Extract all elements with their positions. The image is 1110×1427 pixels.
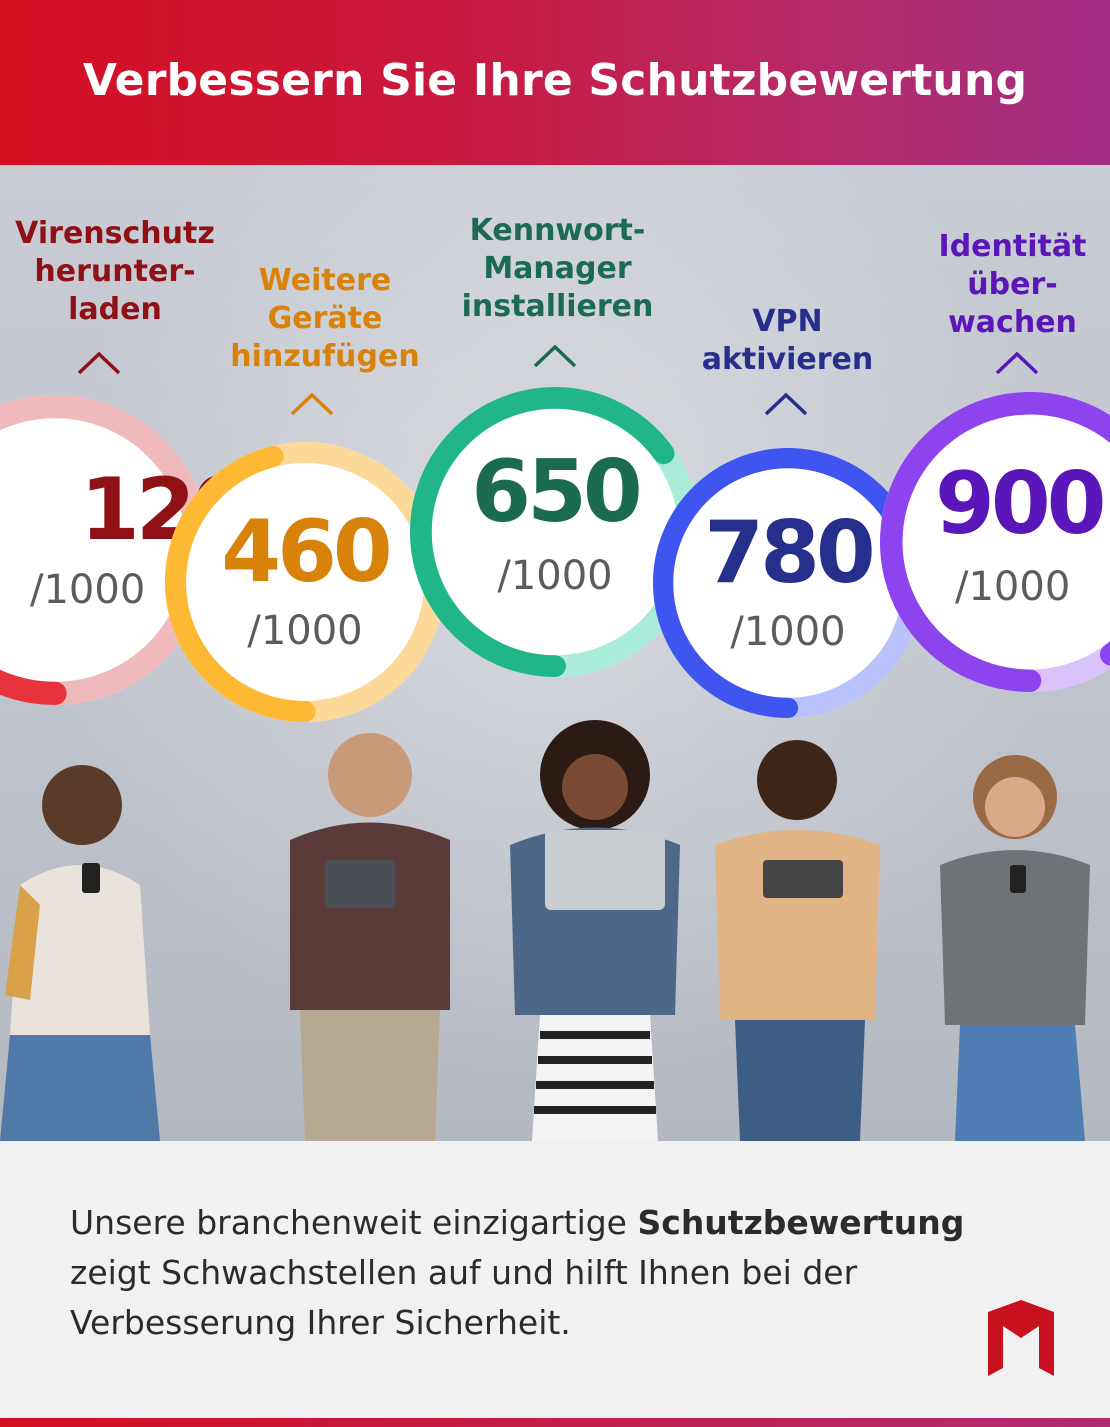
gauge-progress-arc (165, 442, 445, 722)
score-value: 900 (935, 454, 1107, 554)
step-label-identity: Identität über- wachen (938, 229, 1087, 340)
person-4-illustration (715, 740, 880, 1141)
mcafee-shield-logo (988, 1300, 1054, 1376)
score-gauge-devices: 460 /1000 (165, 442, 445, 722)
person-1-illustration (0, 765, 160, 1141)
gauge-progress-arc (410, 387, 700, 677)
score-gauge-vpn: 780 /1000 (653, 443, 923, 723)
gauge-ring (880, 392, 1110, 692)
score-max: /1000 (955, 564, 1071, 610)
score-value: 780 (704, 503, 876, 603)
gauge-face (410, 387, 700, 677)
chevron-up-icon (77, 351, 121, 375)
score-gauge-identity: 900 /1000 (880, 392, 1110, 692)
score-max: /1000 (30, 567, 146, 613)
gauge-face (0, 395, 210, 705)
score-max: /1000 (247, 608, 363, 654)
gauge-face (880, 392, 1110, 692)
score-value: 460 (221, 502, 393, 602)
score-value: 650 (471, 442, 643, 542)
gauge-progress-arc (0, 395, 210, 705)
page-title: Verbessern Sie Ihre Schutzbewertung (82, 55, 1028, 106)
gauge-face (653, 448, 923, 718)
person-5-illustration (940, 755, 1090, 1141)
chevron-up-icon (995, 351, 1039, 375)
chevron-up-icon (764, 392, 808, 416)
chevron-up-icon (533, 344, 577, 368)
gauge-ring (653, 448, 923, 718)
score-max: /1000 (730, 609, 846, 655)
header-banner: Verbessern Sie Ihre Schutzbewertung (0, 0, 1110, 165)
people-photo: Virenschutz herunter- laden Weitere Gerä… (0, 165, 1110, 1141)
score-max: /1000 (497, 553, 613, 599)
person-3-illustration (510, 720, 680, 1141)
person-2-illustration (290, 733, 450, 1141)
step-label-devices: Weitere Geräte hinzufügen (230, 263, 420, 374)
gauge-progress-arc (880, 392, 1110, 692)
description-text: Unsere branchenweit einzigartige Schutzb… (70, 1203, 965, 1342)
chevron-up-icon (290, 392, 334, 416)
bottom-bar (0, 1418, 1110, 1427)
step-label-password-manager: Kennwort- Manager installieren (461, 213, 654, 324)
step-label-antivirus: Virenschutz herunter- laden (15, 216, 215, 327)
step-label-vpn: VPN aktivieren (701, 304, 874, 377)
gauge-face (165, 442, 445, 722)
